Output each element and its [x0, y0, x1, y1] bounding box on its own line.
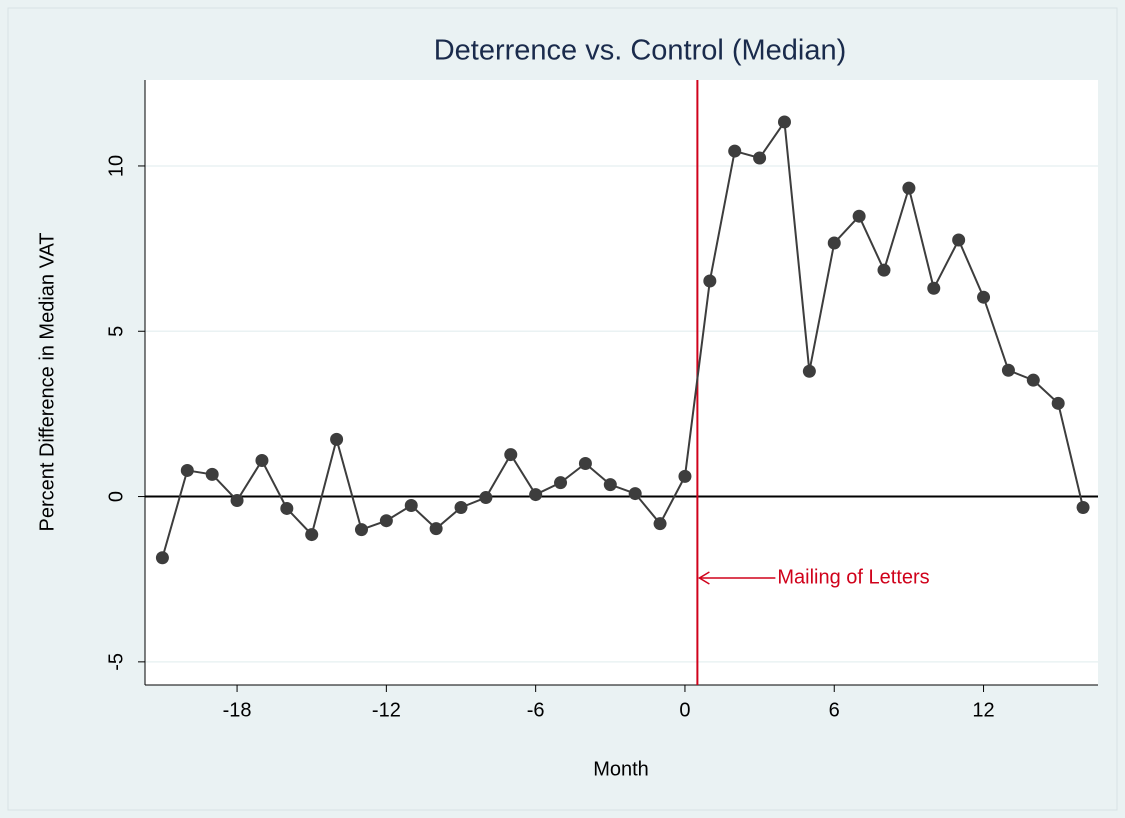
data-point [628, 487, 642, 501]
data-point [379, 514, 393, 528]
x-tick-label: 12 [972, 699, 994, 721]
data-point [230, 494, 244, 508]
data-point [429, 522, 443, 536]
annotation: Mailing of Letters [777, 566, 929, 588]
data-point [1026, 373, 1040, 387]
plot-area [145, 80, 1098, 685]
y-tick-label: -5 [105, 653, 127, 671]
data-point [877, 263, 891, 277]
data-point [529, 488, 543, 502]
data-point [205, 467, 219, 481]
y-tick-label: 5 [105, 326, 127, 337]
data-point [927, 281, 941, 295]
chart-title: Deterrence vs. Control (Median) [434, 35, 847, 67]
data-point [603, 478, 617, 492]
series-line [161, 119, 1085, 558]
y-axis-label: Percent Difference in Median VAT [36, 232, 58, 531]
data-point [753, 151, 767, 165]
y-tick-label: 10 [105, 155, 127, 177]
arrow-head [697, 571, 710, 585]
data-point [827, 236, 841, 250]
x-tick-label: -12 [372, 699, 401, 721]
data-point [454, 500, 468, 514]
data-point [155, 551, 169, 565]
x-axis-label: Month [593, 758, 649, 780]
data-point [305, 528, 319, 542]
data-point [1001, 363, 1015, 377]
data-point [1076, 500, 1090, 514]
data-point [354, 523, 368, 537]
data-point [404, 498, 418, 512]
data-point [852, 209, 866, 223]
data-point [280, 501, 294, 515]
data-point [255, 454, 269, 468]
data-point [977, 290, 991, 304]
data-point [777, 115, 791, 129]
data-point [504, 448, 518, 462]
data-point [952, 233, 966, 247]
x-tick-label: 6 [829, 699, 840, 721]
data-point [653, 517, 667, 531]
data-point [554, 476, 568, 490]
x-tick-label: 0 [679, 699, 690, 721]
data-point [1051, 396, 1065, 410]
data-point [479, 491, 493, 505]
data-point [902, 181, 916, 195]
data-point [802, 364, 816, 378]
data-point [703, 274, 717, 288]
x-tick-label: -18 [223, 699, 252, 721]
data-point [180, 463, 194, 477]
data-point [578, 456, 592, 470]
x-tick-label: -6 [527, 699, 545, 721]
data-point [330, 432, 344, 446]
data-point [728, 144, 742, 158]
data-point [678, 469, 692, 483]
y-tick-label: 0 [105, 491, 127, 502]
